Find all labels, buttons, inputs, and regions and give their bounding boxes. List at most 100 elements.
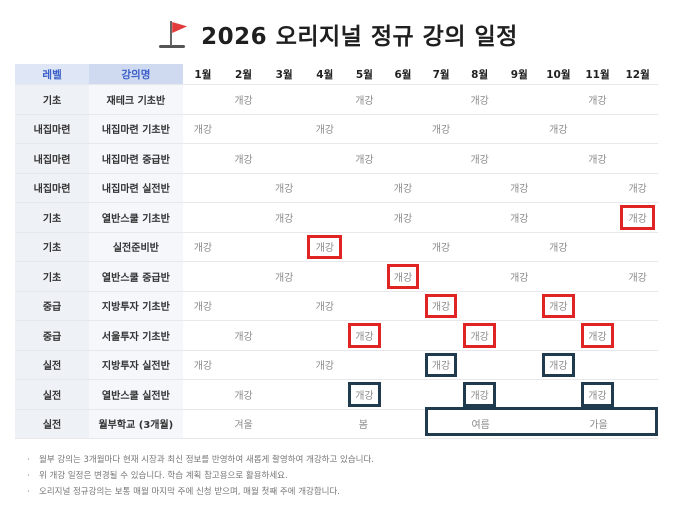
month-cell — [459, 291, 500, 321]
month-cell — [182, 143, 224, 174]
month-cell: 개강 — [499, 173, 540, 203]
header-month: 6월 — [383, 64, 423, 85]
month-cell — [345, 202, 384, 233]
note-item: · 월부 강의는 3개월마다 현재 시장과 최신 정보를 반영하여 새롭게 촬영하… — [27, 452, 657, 468]
row-course: 실전준비반 — [89, 232, 183, 262]
month-cell — [182, 320, 224, 351]
month-cell — [383, 84, 423, 115]
month-cell: 개강 — [263, 173, 305, 203]
header-row: 레벨 강의명 1월 2월 3월 4월 5월 6월 7월 8월 9월 10월 11… — [15, 64, 658, 85]
month-cell — [499, 379, 540, 410]
row-level: 기초 — [15, 202, 90, 233]
month-cell — [345, 173, 384, 203]
month-cell — [539, 143, 578, 174]
month-cell: 개강 — [345, 379, 384, 410]
season-spring: 봄 — [304, 409, 423, 439]
row-level: 내집마련 — [15, 114, 90, 144]
month-cell: 개강 — [345, 84, 384, 115]
month-cell: 개강 — [383, 261, 423, 292]
month-cell: 개강 — [383, 202, 423, 233]
row-course: 내집마련 기초반 — [89, 114, 183, 144]
row-level: 내집마련 — [15, 173, 90, 203]
row-course: 지방투자 실전반 — [89, 350, 183, 380]
schedule-table: 레벨 강의명 1월 2월 3월 4월 5월 6월 7월 8월 9월 10월 11… — [15, 64, 658, 439]
month-cell — [223, 261, 264, 292]
month-cell — [577, 114, 618, 144]
month-cell: 개강 — [422, 114, 460, 144]
month-cell — [223, 202, 264, 233]
month-cell: 개강 — [459, 320, 500, 351]
month-cell: 개강 — [539, 114, 578, 144]
month-cell — [539, 173, 578, 203]
month-cell — [617, 379, 658, 410]
season-summer: 여름 — [422, 409, 540, 439]
header-month: 12월 — [617, 64, 658, 85]
month-cell: 개강 — [304, 350, 346, 380]
month-cell: 개강 — [223, 84, 264, 115]
table-row: 내집마련 내집마련 기초반 개강 개강 개강 개강 — [15, 114, 658, 144]
note-item: · 위 개강 일정은 변경될 수 있습니다. 학습 계획 참고용으로 활용하세요. — [27, 468, 657, 484]
month-cell: 개강 — [182, 350, 224, 380]
header-month: 9월 — [499, 64, 540, 85]
month-cell: 개강 — [422, 232, 460, 262]
month-cell — [422, 84, 460, 115]
month-cell: 개강 — [223, 143, 264, 174]
month-cell — [459, 114, 500, 144]
month-cell: 개강 — [539, 350, 578, 380]
month-cell: 개강 — [345, 143, 384, 174]
month-cell: 개강 — [539, 232, 578, 262]
month-cell — [263, 143, 305, 174]
row-level: 중급 — [15, 320, 90, 351]
month-cell — [459, 202, 500, 233]
month-cell — [304, 202, 346, 233]
month-cell — [617, 114, 658, 144]
header-month: 2월 — [223, 64, 264, 85]
row-course: 내집마련 실전반 — [89, 173, 183, 203]
month-cell — [223, 114, 264, 144]
table-row: 기초 재테크 기초반 개강 개강 개강 개강 — [15, 84, 658, 115]
month-cell: 개강 — [539, 291, 578, 321]
row-course: 지방투자 기초반 — [89, 291, 183, 321]
month-cell — [182, 379, 224, 410]
header-month: 7월 — [422, 64, 460, 85]
month-cell: 개강 — [577, 379, 618, 410]
month-cell — [223, 350, 264, 380]
month-cell — [422, 143, 460, 174]
row-level: 기초 — [15, 261, 90, 292]
header-month: 10월 — [539, 64, 578, 85]
month-cell — [617, 232, 658, 262]
header-level: 레벨 — [15, 64, 90, 85]
month-cell — [263, 114, 305, 144]
note-text: 월부 강의는 3개월마다 현재 시장과 최신 정보를 반영하여 새롭게 촬영하여… — [39, 455, 374, 465]
month-cell — [617, 143, 658, 174]
month-cell — [459, 173, 500, 203]
row-course: 월부학교 (3개월) — [89, 409, 183, 439]
month-cell — [345, 261, 384, 292]
month-cell — [182, 202, 224, 233]
header-month: 11월 — [577, 64, 618, 85]
row-course: 열반스쿨 실전반 — [89, 379, 183, 410]
month-cell — [577, 173, 618, 203]
month-cell: 개강 — [577, 143, 618, 174]
month-cell — [617, 320, 658, 351]
row-course: 재테크 기초반 — [89, 84, 183, 115]
month-cell: 개강 — [459, 143, 500, 174]
month-cell — [459, 232, 500, 262]
month-cell — [617, 84, 658, 115]
month-cell: 개강 — [304, 291, 346, 321]
last-row-school: 실전 월부학교 (3개월) 겨울 봄 여름 가을 — [15, 409, 658, 439]
month-cell: 개강 — [459, 379, 500, 410]
month-cell — [263, 291, 305, 321]
season-autumn: 가을 — [539, 409, 658, 439]
header-month: 5월 — [345, 64, 384, 85]
month-cell — [223, 173, 264, 203]
month-cell: 개강 — [499, 202, 540, 233]
month-cell — [263, 84, 305, 115]
month-cell — [182, 84, 224, 115]
header-month: 4월 — [304, 64, 346, 85]
row-level: 기초 — [15, 232, 90, 262]
month-cell — [383, 350, 423, 380]
month-cell: 개강 — [459, 84, 500, 115]
month-cell: 개강 — [345, 320, 384, 351]
month-cell — [383, 114, 423, 144]
